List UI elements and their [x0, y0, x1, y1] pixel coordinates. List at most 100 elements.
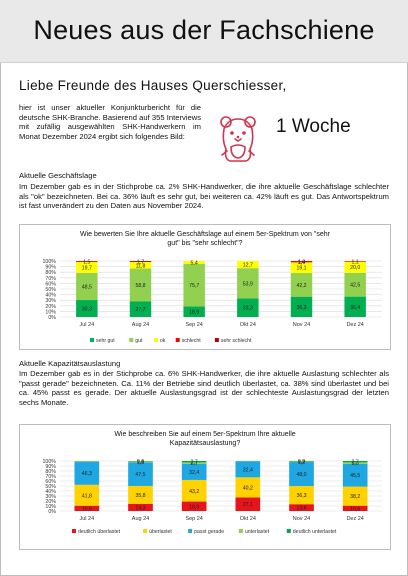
bar-segment	[344, 261, 366, 262]
legend-swatch	[72, 529, 76, 533]
y-tick-label: 30%	[45, 494, 56, 500]
data-label: 46,3	[82, 471, 92, 477]
data-label: 36,3	[296, 305, 306, 311]
bar-segment	[289, 486, 314, 505]
bar-segment	[289, 461, 314, 463]
data-label: 0,9	[298, 459, 305, 465]
data-label: 38,2	[350, 494, 360, 500]
bar-segment	[181, 461, 207, 463]
legend-label: überlastet	[149, 529, 172, 535]
legend-label: schlecht	[182, 338, 202, 344]
bar-segment	[181, 463, 207, 480]
data-label: 41,8	[82, 493, 92, 499]
data-label: 36,4	[350, 305, 360, 311]
bar-segment	[128, 462, 153, 486]
x-tick-label: Dez 24	[346, 322, 363, 328]
bar-segment	[74, 461, 100, 462]
bar-segment	[181, 462, 207, 464]
y-tick-label: 60%	[45, 479, 56, 485]
y-tick-label: 90%	[45, 265, 56, 271]
bar-segment	[181, 501, 207, 511]
bar-segment	[290, 261, 313, 262]
chart-title: Wie beschreiben Sie auf einem 5er-Spektr…	[114, 431, 296, 447]
bar-segment	[74, 484, 100, 506]
y-tick-label: 80%	[45, 469, 56, 475]
x-tick-label: Sep 24	[185, 322, 202, 328]
data-label: 1,5	[83, 259, 90, 265]
bar-segment	[74, 461, 100, 485]
legend-label: deutlich unterlastet	[293, 529, 337, 535]
y-tick-label: 40%	[45, 489, 56, 495]
x-tick-label: Okt 24	[240, 516, 256, 522]
legend-swatch	[153, 338, 158, 342]
section-text-auslastung: Im Dezember gab es in der Stichprobe ca.…	[19, 369, 389, 407]
y-tick-label: 20%	[45, 499, 56, 505]
y-tick-label: 30%	[45, 298, 56, 304]
y-tick-label: 10%	[45, 504, 56, 510]
bar-segment	[74, 505, 100, 511]
data-label: 13,6	[296, 506, 306, 512]
page-title: Neues aus der Fachschiene	[33, 15, 375, 45]
bar-segment	[237, 268, 259, 299]
bar-segment	[237, 298, 259, 317]
bar-segment	[290, 273, 313, 297]
intro-text: hier ist unser aktueller Konjunkturberic…	[19, 103, 201, 141]
data-label: 53,9	[243, 281, 253, 287]
data-label: 58,8	[135, 283, 145, 289]
y-tick-label: 50%	[45, 287, 56, 293]
x-tick-label: Sep 24	[185, 516, 202, 522]
bar-segment	[289, 462, 314, 487]
data-label: 32,4	[189, 470, 199, 476]
x-tick-label: Nov 24	[293, 322, 310, 328]
chart-title: Wie bewerten Sie Ihre aktuelle Geschäfts…	[80, 231, 330, 247]
data-label: 10,6	[350, 506, 360, 512]
data-label: 2,7	[191, 461, 198, 467]
y-tick-label: 90%	[45, 464, 56, 470]
bar-segment	[237, 261, 259, 269]
data-label: 2,7	[191, 460, 198, 466]
x-tick-label: Jul 24	[79, 516, 94, 522]
legend-swatch	[188, 529, 193, 533]
bar-segment	[235, 477, 261, 498]
data-label: 27,7	[135, 307, 145, 313]
data-label: 18,9	[189, 310, 199, 316]
data-label: 42,2	[296, 283, 306, 289]
data-label: 5,4	[191, 261, 198, 267]
data-label: 20,0	[350, 265, 360, 271]
data-label: 43,2	[189, 489, 199, 495]
bar-segment	[183, 261, 205, 265]
y-tick-label: 80%	[45, 270, 56, 276]
x-tick-label: Okt 24	[240, 322, 256, 328]
y-tick-label: 0%	[48, 509, 56, 515]
bar-segment	[129, 261, 152, 269]
bar-segment	[289, 504, 314, 511]
data-label: 75,7	[189, 283, 199, 289]
data-label: 10,6	[82, 506, 92, 512]
y-tick-label: 40%	[45, 293, 56, 299]
legend-label: deutlich überlastet	[78, 529, 121, 535]
x-tick-label: Dez 24	[346, 516, 363, 522]
bar-segment	[128, 461, 153, 463]
data-label: 45,5	[350, 473, 360, 479]
bar-segment	[129, 268, 152, 302]
data-label: 47,5	[135, 472, 145, 478]
legend-swatch	[238, 529, 243, 533]
bar-segment	[235, 497, 261, 511]
y-tick-label: 70%	[45, 276, 56, 282]
data-label: 1,7	[137, 259, 144, 265]
legend-swatch	[214, 338, 219, 342]
bar-segment	[342, 505, 368, 511]
data-label: 11,8	[136, 263, 146, 269]
y-tick-label: 100%	[42, 459, 56, 465]
chart-geschaeftslage: Wie bewerten Sie Ihre aktuelle Geschäfts…	[19, 224, 391, 350]
y-tick-label: 50%	[45, 484, 56, 490]
legend-label: sehr schlecht	[221, 338, 252, 344]
bar-segment	[344, 261, 366, 273]
y-tick-label: 10%	[45, 309, 56, 315]
data-label: 27,1	[243, 502, 253, 508]
legend-swatch	[286, 529, 291, 533]
data-label: 0,6	[137, 459, 144, 465]
data-label: 19,7	[82, 265, 92, 271]
bar-segment	[183, 306, 205, 317]
chart-kapazitaet: Wie beschreiben Sie auf einem 5er-Spektr…	[19, 424, 391, 550]
